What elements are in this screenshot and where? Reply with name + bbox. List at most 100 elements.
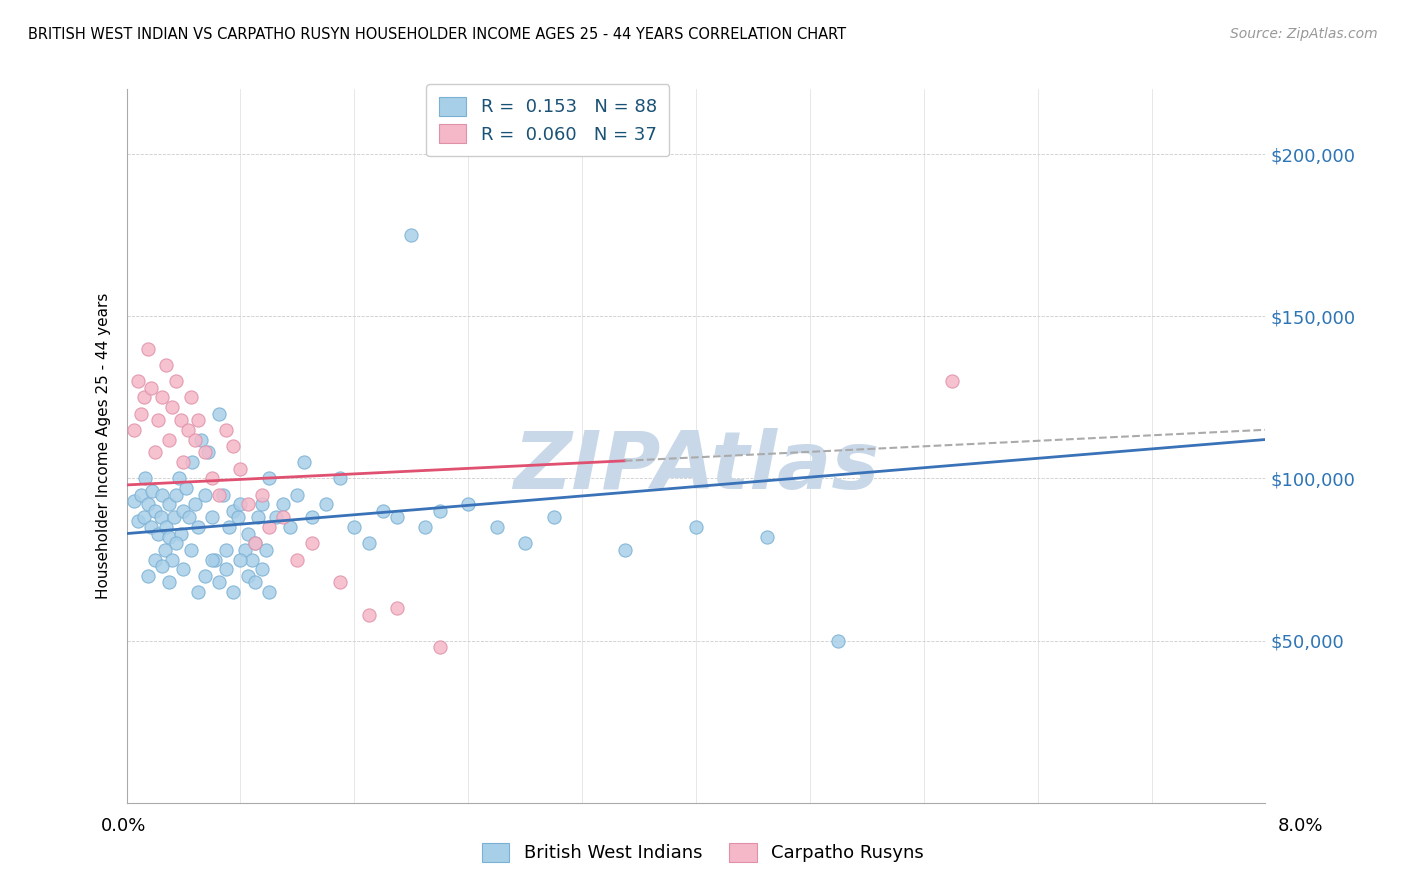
Point [257,520,280,534]
Point [357,607,380,622]
Point [153,542,176,557]
Point [827,633,849,648]
Point [136,568,159,582]
Point [250,562,273,576]
Point [139,381,162,395]
Point [172,562,194,576]
Point [941,374,963,388]
Point [132,510,155,524]
Point [240,552,263,566]
Point [162,510,184,524]
Point [141,484,163,499]
Point [181,455,204,469]
Point [229,552,252,566]
Point [136,342,159,356]
Point [226,510,249,524]
Point [401,228,423,243]
Point [160,400,183,414]
Point [127,374,149,388]
Point [415,520,437,534]
Point [271,497,294,511]
Point [229,461,252,475]
Point [172,455,194,469]
Point [429,640,451,654]
Point [250,497,273,511]
Point [429,504,451,518]
Point [257,585,280,599]
Point [243,536,266,550]
Point [165,374,187,388]
Point [194,568,217,582]
Point [543,510,565,524]
Point [457,497,479,511]
Point [157,530,180,544]
Point [180,542,202,557]
Text: 0.0%: 0.0% [101,817,146,835]
Point [155,358,177,372]
Point [143,445,166,459]
Point [167,471,190,485]
Point [357,536,380,550]
Point [685,520,707,534]
Point [149,510,172,524]
Point [194,488,217,502]
Point [329,575,352,590]
Point [246,510,269,524]
Point [236,568,259,582]
Legend: British West Indians, Carpatho Rusyns: British West Indians, Carpatho Rusyns [475,836,931,870]
Point [212,488,235,502]
Point [229,497,252,511]
Point [187,585,209,599]
Point [236,497,259,511]
Point [271,510,294,524]
Point [294,455,316,469]
Point [257,471,280,485]
Point [243,575,266,590]
Point [208,575,231,590]
Point [129,488,152,502]
Point [180,390,202,404]
Point [515,536,537,550]
Point [329,471,352,485]
Point [150,559,173,574]
Text: ZIPAtlas: ZIPAtlas [513,428,879,507]
Point [215,423,238,437]
Point [613,542,636,557]
Point [278,520,301,534]
Point [177,423,200,437]
Point [287,488,309,502]
Point [756,530,779,544]
Point [236,526,259,541]
Point [287,552,309,566]
Point [301,536,323,550]
Point [485,520,508,534]
Point [371,504,394,518]
Text: Source: ZipAtlas.com: Source: ZipAtlas.com [1230,27,1378,41]
Text: 8.0%: 8.0% [1278,817,1323,835]
Point [150,488,173,502]
Text: BRITISH WEST INDIAN VS CARPATHO RUSYN HOUSEHOLDER INCOME AGES 25 - 44 YEARS CORR: BRITISH WEST INDIAN VS CARPATHO RUSYN HO… [28,27,846,42]
Point [143,504,166,518]
Point [301,510,323,524]
Point [343,520,366,534]
Point [201,510,224,524]
Point [143,552,166,566]
Point [136,497,159,511]
Point [250,488,273,502]
Point [243,536,266,550]
Y-axis label: Householder Income Ages 25 - 44 years: Householder Income Ages 25 - 44 years [96,293,111,599]
Point [201,552,224,566]
Point [233,542,256,557]
Point [208,488,231,502]
Point [184,433,207,447]
Point [127,514,149,528]
Point [157,497,180,511]
Point [208,407,231,421]
Point [122,494,145,508]
Point [155,520,177,534]
Point [222,439,245,453]
Point [129,407,152,421]
Point [264,510,287,524]
Point [165,488,187,502]
Point [187,413,209,427]
